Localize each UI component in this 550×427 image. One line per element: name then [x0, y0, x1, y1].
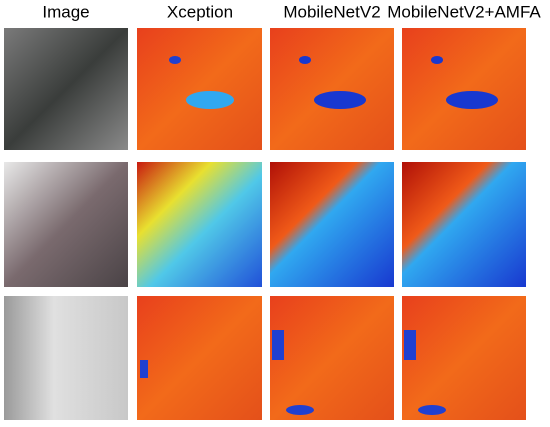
input-image: [4, 162, 128, 287]
prediction-map: [402, 162, 526, 287]
column-header: Image: [42, 2, 89, 21]
prediction-map: [270, 296, 394, 420]
column-header: MobileNetV2+AMFA: [387, 2, 541, 21]
prediction-map: [402, 28, 526, 150]
prediction-map: [402, 296, 526, 420]
prediction-map: [270, 162, 394, 287]
column-header: Xception: [167, 2, 233, 21]
prediction-map: [137, 162, 262, 287]
column-header: MobileNetV2: [283, 2, 380, 21]
input-image: [4, 296, 128, 420]
prediction-map: [137, 28, 262, 150]
prediction-map: [137, 296, 262, 420]
input-image: [4, 28, 128, 150]
prediction-map: [270, 28, 394, 150]
